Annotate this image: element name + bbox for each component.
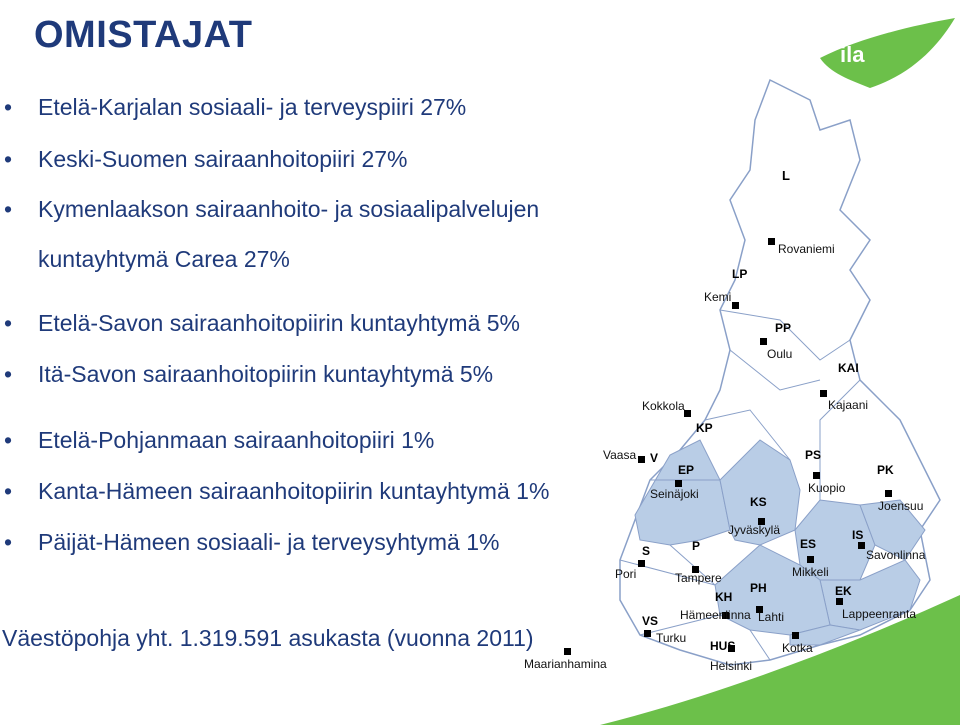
marker-mikkeli bbox=[807, 556, 814, 563]
marker-rovaniemi bbox=[768, 238, 775, 245]
bullet-text: kuntayhtymä Carea 27% bbox=[38, 246, 290, 272]
city-pori: Pori bbox=[615, 567, 636, 581]
code-KP: KP bbox=[696, 421, 713, 435]
bottom-swoosh bbox=[600, 595, 960, 725]
finland-map: L LP PP KAI KP V EP PS PK KS ES IS S P P… bbox=[524, 78, 941, 673]
city-joensuu: Joensuu bbox=[878, 499, 923, 513]
city-kemi: Kemi bbox=[704, 290, 731, 304]
code-LP: LP bbox=[732, 267, 747, 281]
marker-kotka bbox=[792, 632, 799, 639]
city-seinajoki: Seinäjoki bbox=[650, 487, 699, 501]
bullet-text: Keski-Suomen sairaanhoitopiiri 27% bbox=[38, 146, 408, 172]
city-kajaani: Kajaani bbox=[828, 398, 868, 412]
region-is bbox=[859, 499, 926, 561]
code-IS: IS bbox=[852, 528, 863, 542]
bullet-dot: • bbox=[4, 478, 13, 504]
marker-tampere bbox=[692, 566, 699, 573]
marker-oulu bbox=[760, 338, 767, 345]
code-PS: PS bbox=[805, 448, 821, 462]
code-PK: PK bbox=[877, 463, 894, 477]
code-KH: KH bbox=[715, 590, 732, 604]
city-kotka: Kotka bbox=[782, 641, 813, 655]
marker-hameenlinna bbox=[722, 612, 729, 619]
page-title: OMISTAJAT bbox=[34, 14, 253, 56]
code-KAI: KAI bbox=[838, 361, 859, 375]
city-helsinki: Helsinki bbox=[710, 659, 752, 673]
city-kokkola: Kokkola bbox=[642, 399, 685, 413]
code-VS: VS bbox=[642, 614, 658, 628]
code-V: V bbox=[650, 451, 658, 465]
logo-text: ila bbox=[840, 42, 865, 67]
marker-lappeenranta bbox=[836, 598, 843, 605]
bullet-dot: • bbox=[4, 94, 13, 120]
marker-kuopio bbox=[813, 472, 820, 479]
marker-lahti bbox=[756, 606, 763, 613]
bullet-dot: • bbox=[4, 146, 13, 172]
marker-turku bbox=[644, 630, 651, 637]
population-footer: Väestöpohja yht. 1.319.591 asukasta (vuo… bbox=[2, 625, 534, 651]
bullet-text: Etelä-Savon sairaanhoitopiirin kuntayhty… bbox=[38, 310, 520, 336]
city-rovaniemi: Rovaniemi bbox=[778, 242, 835, 256]
brand-swoosh: ila bbox=[820, 18, 955, 88]
region-ek-kotka bbox=[789, 624, 862, 646]
bullet-text: Päijät-Hämeen sosiaali- ja terveysyhtymä… bbox=[38, 529, 500, 555]
bottom-swoosh-shape bbox=[600, 595, 960, 725]
city-maarianhamina: Maarianhamina bbox=[524, 657, 607, 671]
city-lappeenranta: Lappeenranta bbox=[842, 607, 916, 621]
bullet-dot: • bbox=[4, 427, 13, 453]
marker-seinajoki bbox=[675, 480, 682, 487]
marker-jyvaskyla bbox=[758, 518, 765, 525]
bullet-text: Kanta-Hämeen sairaanhoitopiirin kuntayht… bbox=[38, 478, 550, 504]
bullet-dot: • bbox=[4, 310, 13, 336]
internal-borders bbox=[619, 309, 861, 661]
city-savonlinna: Savonlinna bbox=[866, 548, 926, 562]
bullet-text: Etelä-Karjalan sosiaali- ja terveyspiiri… bbox=[38, 94, 467, 120]
marker-pori bbox=[638, 560, 645, 567]
city-hameenlinna: Hämeenlinna bbox=[680, 608, 751, 622]
city-mikkeli: Mikkeli bbox=[792, 565, 829, 579]
code-PH: PH bbox=[750, 581, 767, 595]
code-EP: EP bbox=[678, 463, 694, 477]
code-ES: ES bbox=[800, 537, 816, 551]
city-jyvaskyla: Jyväskylä bbox=[728, 523, 780, 537]
code-L: L bbox=[782, 168, 790, 183]
city-markers bbox=[564, 238, 892, 655]
code-EK: EK bbox=[835, 584, 852, 598]
marker-helsinki bbox=[728, 645, 735, 652]
marker-joensuu bbox=[885, 490, 892, 497]
city-vaasa: Vaasa bbox=[603, 448, 636, 462]
marker-vaasa bbox=[638, 456, 645, 463]
bullet-dot: • bbox=[4, 196, 13, 222]
city-oulu: Oulu bbox=[767, 347, 792, 361]
code-P: P bbox=[692, 539, 700, 553]
bullet-text: Itä-Savon sairaanhoitopiirin kuntayhtymä… bbox=[38, 361, 494, 387]
bullet-dot: • bbox=[4, 529, 13, 555]
marker-savonlinna bbox=[858, 542, 865, 549]
code-KS: KS bbox=[750, 495, 767, 509]
marker-kajaani bbox=[820, 390, 827, 397]
city-kuopio: Kuopio bbox=[808, 481, 846, 495]
city-lahti: Lahti bbox=[758, 610, 784, 624]
marker-maarianhamina bbox=[564, 648, 571, 655]
bullet-text: Etelä-Pohjanmaan sairaanhoitopiiri 1% bbox=[38, 427, 435, 453]
city-tampere: Tampere bbox=[675, 571, 722, 585]
marker-kokkola bbox=[684, 410, 691, 417]
marker-kemi bbox=[732, 302, 739, 309]
swoosh-shape bbox=[820, 18, 955, 88]
city-turku: Turku bbox=[656, 631, 686, 645]
code-S: S bbox=[642, 544, 650, 558]
bullet-text: Kymenlaakson sairaanhoito- ja sosiaalipa… bbox=[38, 196, 540, 222]
code-PP: PP bbox=[775, 321, 791, 335]
bullet-dot: • bbox=[4, 361, 13, 387]
